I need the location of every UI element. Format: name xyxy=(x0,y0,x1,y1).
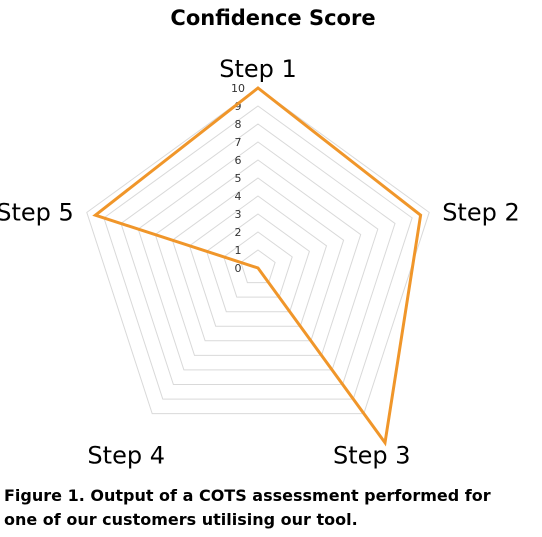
grid-ring-5 xyxy=(171,177,345,342)
axis-labels: Step 1 Step 2 Step 3 Step 4 Step 5 xyxy=(0,55,520,470)
axis-label-step-1: Step 1 xyxy=(219,55,297,83)
radial-tick-labels: 0 1 2 3 4 5 6 7 8 9 10 xyxy=(231,82,245,275)
grid-ring-6 xyxy=(154,159,362,356)
grid-ring-3 xyxy=(206,213,310,313)
tick-label-10: 10 xyxy=(231,82,245,95)
grid-ring-10 xyxy=(86,87,430,415)
caption-line-2: one of our customers utilising our tool. xyxy=(4,510,358,529)
caption-line-1: Figure 1. Output of a COTS assessment pe… xyxy=(4,486,491,505)
axis-label-step-2: Step 2 xyxy=(442,198,520,226)
grid-ring-8 xyxy=(120,123,396,385)
tick-label-4: 4 xyxy=(235,190,242,203)
tick-label-6: 6 xyxy=(235,154,242,167)
axis-label-step-3: Step 3 xyxy=(333,442,411,470)
tick-label-8: 8 xyxy=(235,118,242,131)
radar-grid xyxy=(86,87,430,415)
series-layer xyxy=(92,86,423,447)
tick-label-5: 5 xyxy=(235,172,242,185)
grid-ring-2 xyxy=(223,231,293,298)
chart-title: Confidence Score xyxy=(170,6,375,30)
grid-ring-1 xyxy=(240,249,276,284)
tick-label-2: 2 xyxy=(235,226,242,239)
tick-label-3: 3 xyxy=(235,208,242,221)
axis-label-step-4: Step 4 xyxy=(87,442,165,470)
grid-ring-9 xyxy=(103,105,413,400)
grid-ring-7 xyxy=(137,141,379,371)
tick-label-7: 7 xyxy=(235,136,242,149)
grid-ring-4 xyxy=(188,195,328,327)
figure-caption: Figure 1. Output of a COTS assessment pe… xyxy=(4,484,538,532)
series-0-polygon xyxy=(92,86,423,447)
tick-label-9: 9 xyxy=(235,100,242,113)
axis-label-step-5: Step 5 xyxy=(0,198,74,226)
tick-label-0: 0 xyxy=(235,262,242,275)
tick-label-1: 1 xyxy=(235,244,242,257)
